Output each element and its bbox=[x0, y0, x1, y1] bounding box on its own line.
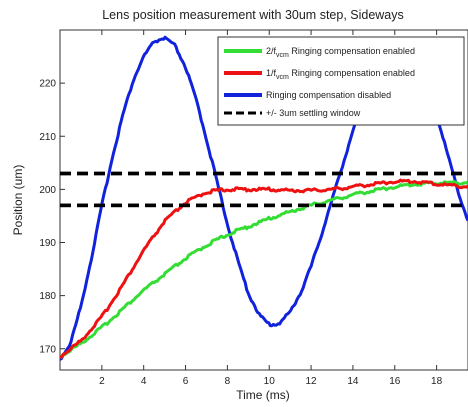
series-line-1 bbox=[60, 178, 468, 359]
legend: 2/fvcm Ringing compensation enabled 1/fvc… bbox=[217, 36, 465, 126]
legend-label-0: 2/fvcm Ringing compensation enabled bbox=[266, 46, 415, 59]
y-tick-label: 170 bbox=[39, 344, 56, 355]
y-tick-label: 200 bbox=[39, 185, 56, 196]
x-tick-label: 6 bbox=[183, 376, 189, 387]
y-tick-label: 180 bbox=[39, 291, 56, 302]
x-tick-label: 4 bbox=[141, 376, 147, 387]
y-tick-label: 190 bbox=[39, 238, 56, 249]
legend-entries: 2/fvcm Ringing compensation enabled 1/fvc… bbox=[224, 46, 415, 118]
x-tick-label: 10 bbox=[264, 376, 276, 387]
y-tick-label: 210 bbox=[39, 132, 56, 143]
x-tick-label: 12 bbox=[306, 376, 318, 387]
ticks-layer: 2 4 6 8 10 12 14 16 18 170 180 190 200 210 220 bbox=[39, 30, 443, 387]
x-tick-label: 2 bbox=[99, 376, 105, 387]
x-tick-label: 8 bbox=[225, 376, 231, 387]
y-tick-label: 220 bbox=[39, 79, 56, 90]
x-tick-label: 14 bbox=[347, 376, 359, 387]
series-line-0 bbox=[60, 180, 468, 359]
x-tick-label: 18 bbox=[431, 376, 443, 387]
x-axis-label: Time (ms) bbox=[236, 388, 290, 402]
chart-title: Lens position measurement with 30um step… bbox=[102, 8, 404, 22]
legend-label-1: 1/fvcm Ringing compensation enabled bbox=[266, 68, 415, 81]
y-axis-label: Position (um) bbox=[11, 165, 25, 236]
series-layer bbox=[60, 35, 468, 361]
legend-label-2: Ringing compensation disabled bbox=[266, 90, 391, 100]
legend-label-3: +/- 3um settling window bbox=[266, 108, 361, 118]
x-tick-label: 16 bbox=[389, 376, 401, 387]
